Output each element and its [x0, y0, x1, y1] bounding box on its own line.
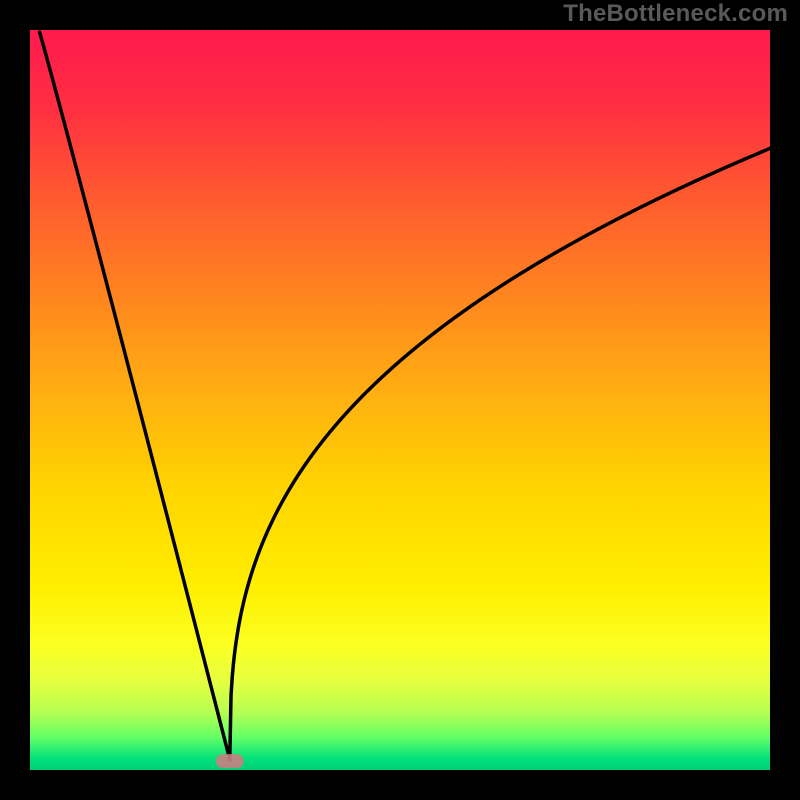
watermark-text: TheBottleneck.com [563, 0, 788, 28]
chart-container: TheBottleneck.com [0, 0, 800, 800]
plot-canvas [0, 0, 800, 800]
gradient-plot-area [30, 30, 770, 770]
dip-marker [216, 754, 244, 768]
